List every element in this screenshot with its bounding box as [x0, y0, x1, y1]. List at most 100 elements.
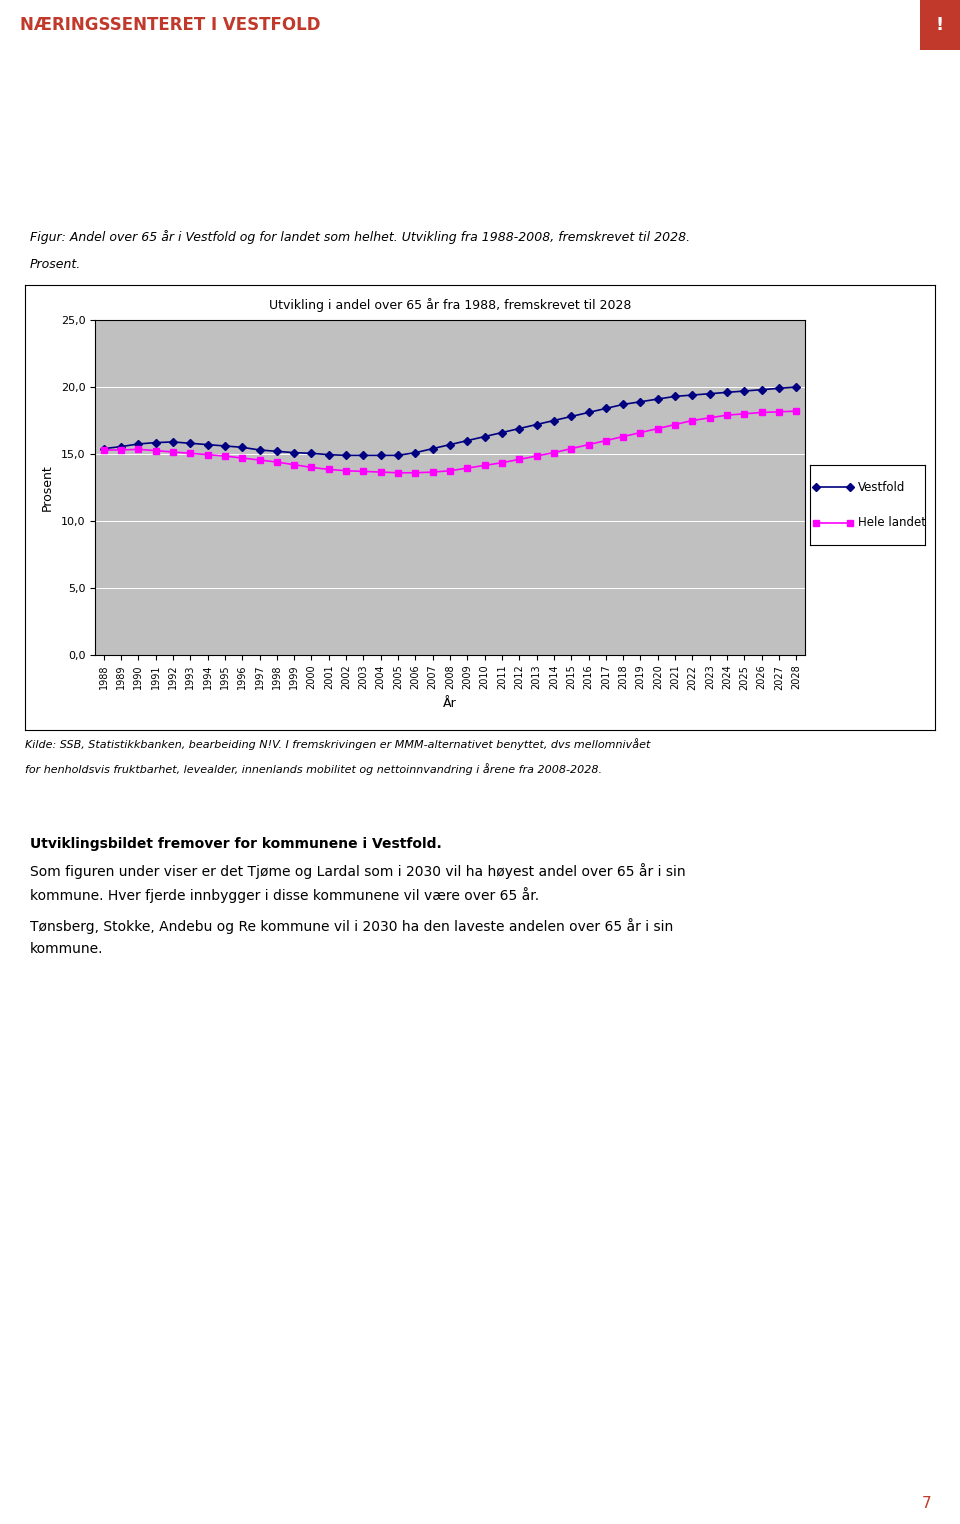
Y-axis label: Prosent: Prosent	[40, 465, 54, 511]
Line: Vestfold: Vestfold	[101, 384, 799, 459]
Vestfold	[341, 447, 352, 465]
Title: Utvikling i andel over 65 år fra 1988, fremskrevet til 2028: Utvikling i andel over 65 år fra 1988, f…	[269, 297, 631, 312]
Vestfold	[132, 434, 144, 453]
Text: Prosent.: Prosent.	[30, 258, 82, 270]
Hele landet	[565, 439, 577, 457]
Text: kommune.: kommune.	[30, 942, 104, 956]
Hele landet	[393, 463, 404, 482]
Vestfold	[600, 399, 612, 418]
Vestfold	[756, 381, 767, 399]
Vestfold	[652, 390, 663, 408]
Hele landet	[583, 436, 594, 454]
X-axis label: År: År	[444, 696, 457, 710]
Text: Kilde: SSB, Statistikkbanken, bearbeiding N!V. I fremskrivingen er MMM-alternati: Kilde: SSB, Statistikkbanken, bearbeidin…	[25, 738, 650, 750]
Vestfold	[496, 424, 508, 442]
Vestfold	[565, 407, 577, 425]
Hele landet	[514, 450, 525, 468]
Vestfold	[791, 378, 803, 396]
Hele landet	[323, 460, 334, 479]
Vestfold	[738, 383, 750, 401]
Vestfold	[98, 439, 109, 457]
Text: 7: 7	[922, 1497, 931, 1512]
Hele landet	[773, 402, 784, 421]
Text: Vestfold: Vestfold	[858, 482, 905, 494]
Hele landet	[600, 431, 612, 450]
Hele landet	[219, 447, 230, 465]
Hele landet	[167, 443, 179, 462]
Hele landet	[341, 462, 352, 480]
Hele landet	[444, 462, 456, 480]
Vestfold	[548, 411, 560, 430]
Vestfold	[462, 431, 473, 450]
Vestfold	[410, 443, 421, 462]
Vestfold	[167, 433, 179, 451]
Vestfold	[669, 387, 681, 405]
Text: Figur: Andel over 65 år i Vestfold og for landet som helhet. Utvikling fra 1988-: Figur: Andel over 65 år i Vestfold og fo…	[30, 230, 690, 244]
Vestfold	[393, 447, 404, 465]
Text: NÆRINGSSENTERET I VESTFOLD: NÆRINGSSENTERET I VESTFOLD	[20, 15, 321, 34]
Vestfold	[375, 447, 387, 465]
Vestfold	[305, 443, 317, 462]
Hele landet	[652, 419, 663, 437]
Text: for henholdsvis fruktbarhet, levealder, innenlands mobilitet og nettoinnvandring: for henholdsvis fruktbarhet, levealder, …	[25, 762, 602, 774]
Hele landet	[548, 443, 560, 462]
Hele landet	[184, 443, 196, 462]
Hele landet	[288, 456, 300, 474]
Hele landet	[479, 456, 491, 474]
Vestfold	[115, 437, 127, 456]
Vestfold	[358, 447, 370, 465]
Vestfold	[288, 443, 300, 462]
Hele landet	[305, 459, 317, 477]
Hele landet	[98, 440, 109, 459]
Hele landet	[496, 454, 508, 472]
Hele landet	[669, 416, 681, 434]
Text: kommune. Hver fjerde innbygger i disse kommunene vil være over 65 år.: kommune. Hver fjerde innbygger i disse k…	[30, 887, 540, 904]
Vestfold	[427, 439, 439, 457]
Vestfold	[721, 383, 732, 401]
Vestfold	[514, 419, 525, 437]
Vestfold	[184, 434, 196, 453]
Hele landet	[756, 404, 767, 422]
Hele landet	[462, 459, 473, 477]
Text: !: !	[936, 15, 944, 34]
Hele landet	[427, 463, 439, 482]
Vestfold	[635, 393, 646, 411]
Vestfold	[202, 436, 213, 454]
Vestfold	[253, 440, 265, 459]
Vestfold	[236, 439, 248, 457]
Hele landet	[253, 451, 265, 469]
Text: Hele landet: Hele landet	[858, 517, 926, 529]
Hele landet	[150, 442, 161, 460]
Hele landet	[635, 424, 646, 442]
Vestfold	[150, 433, 161, 451]
Hele landet	[132, 440, 144, 459]
Vestfold	[323, 445, 334, 463]
Hele landet	[202, 445, 213, 463]
Hele landet	[721, 405, 732, 424]
Hele landet	[617, 427, 629, 445]
Hele landet	[531, 447, 542, 465]
Vestfold	[531, 416, 542, 434]
Vestfold	[686, 386, 698, 404]
Text: Utviklingsbildet fremover for kommunene i Vestfold.: Utviklingsbildet fremover for kommunene …	[30, 837, 442, 850]
Hele landet	[375, 463, 387, 482]
Vestfold	[704, 384, 715, 402]
Vestfold	[617, 395, 629, 413]
Hele landet	[410, 463, 421, 482]
Hele landet	[271, 453, 282, 471]
Bar	[920, 0, 960, 50]
Hele landet	[791, 402, 803, 421]
Vestfold	[583, 404, 594, 422]
Hele landet	[686, 411, 698, 430]
Vestfold	[444, 436, 456, 454]
Hele landet	[704, 408, 715, 427]
Hele landet	[738, 405, 750, 424]
Vestfold	[271, 442, 282, 460]
Vestfold	[773, 379, 784, 398]
Hele landet	[115, 440, 127, 459]
Line: Hele landet: Hele landet	[101, 408, 799, 475]
Vestfold	[219, 437, 230, 456]
Hele landet	[236, 450, 248, 468]
Text: Som figuren under viser er det Tjøme og Lardal som i 2030 vil ha høyest andel ov: Som figuren under viser er det Tjøme og …	[30, 863, 685, 879]
Text: Tønsberg, Stokke, Andebu og Re kommune vil i 2030 ha den laveste andelen over 65: Tønsberg, Stokke, Andebu og Re kommune v…	[30, 917, 673, 934]
